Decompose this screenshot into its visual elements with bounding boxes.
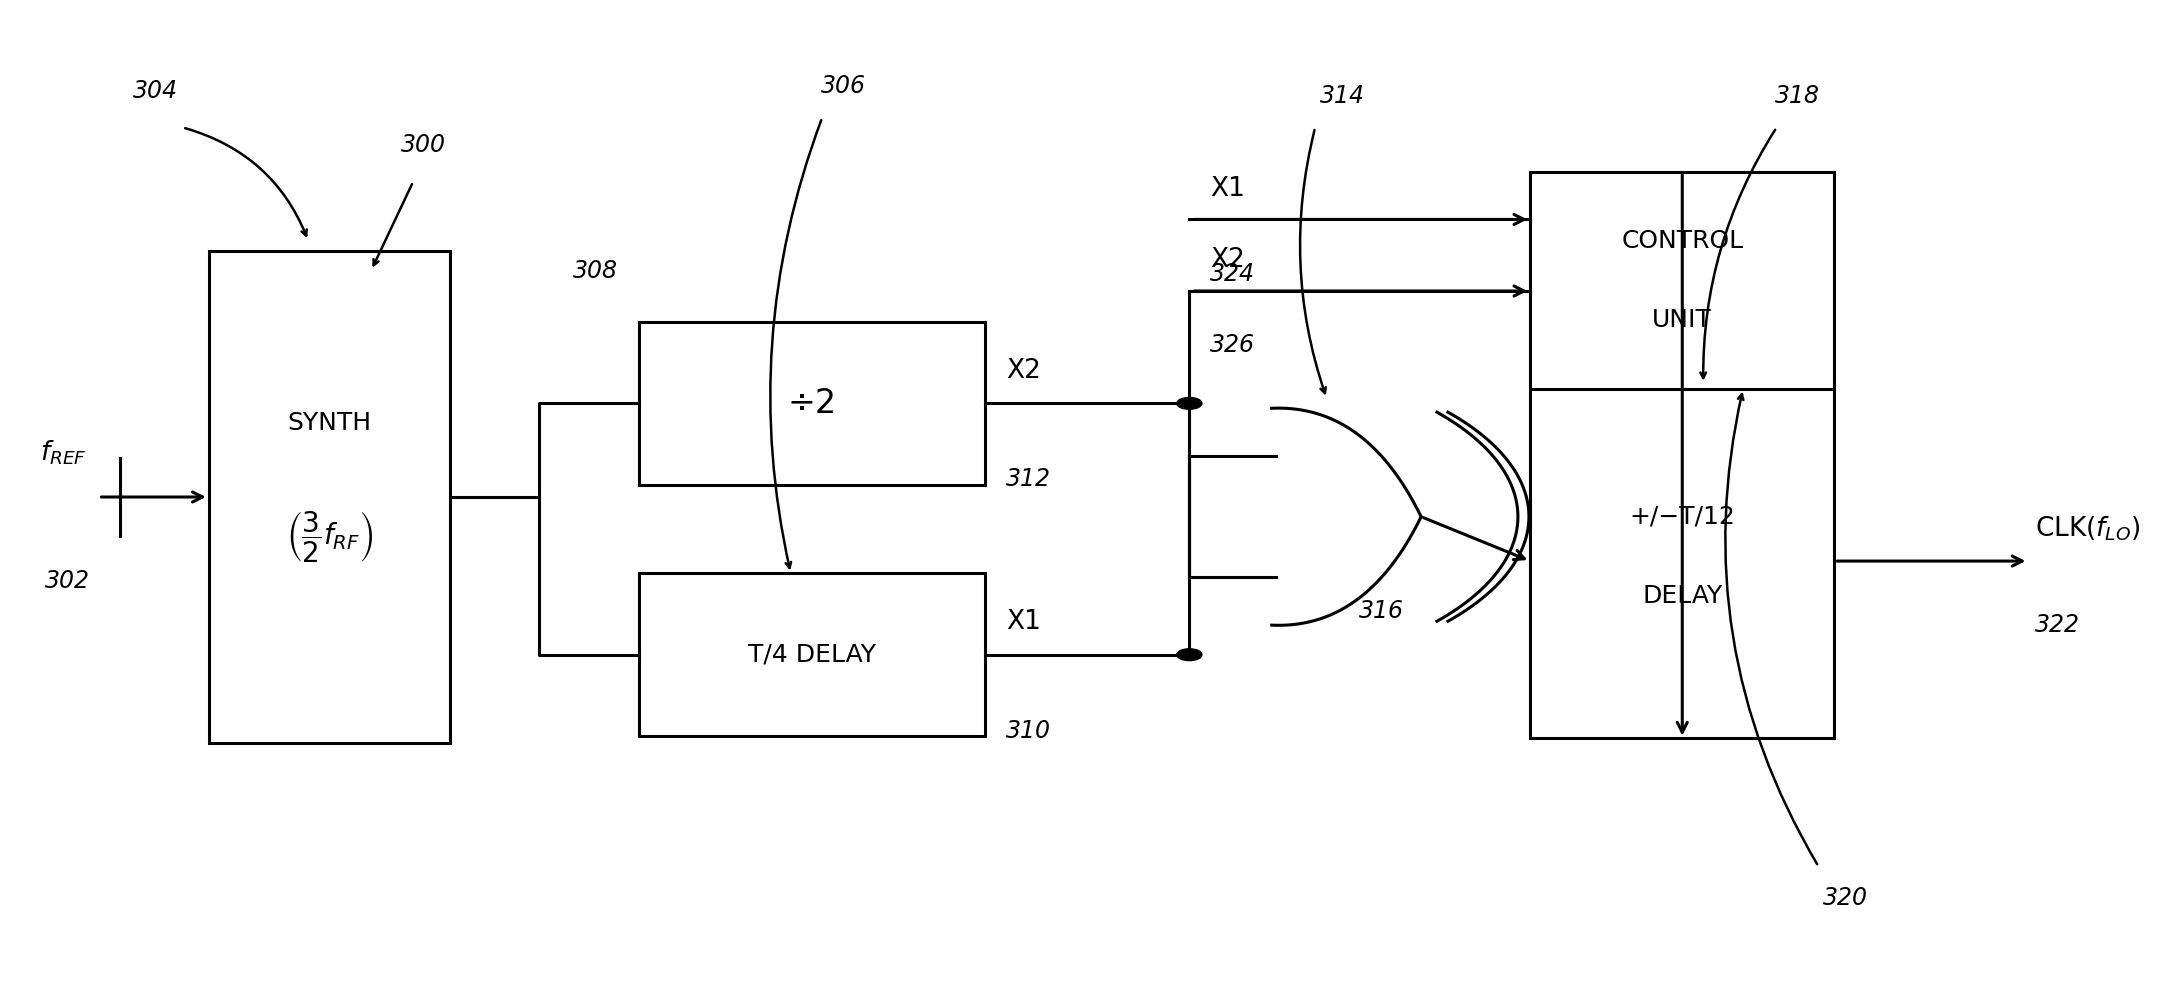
Text: 306: 306 (820, 74, 865, 97)
Bar (639, 322, 984, 485)
Text: CONTROL: CONTROL (1621, 229, 1744, 252)
Text: T/4 DELAY: T/4 DELAY (749, 643, 876, 667)
Text: X2: X2 (1006, 358, 1040, 384)
Text: 312: 312 (1006, 467, 1051, 491)
Text: 302: 302 (45, 569, 91, 592)
Bar (1530, 384, 1834, 739)
Text: 324: 324 (1211, 261, 1256, 285)
Circle shape (1176, 649, 1202, 661)
Text: +/−T/12: +/−T/12 (1629, 505, 1735, 529)
Text: 310: 310 (1006, 719, 1051, 743)
Text: 318: 318 (1776, 83, 1819, 107)
Text: 322: 322 (2035, 613, 2080, 637)
Text: X1: X1 (1006, 609, 1040, 635)
Text: ÷2: ÷2 (788, 387, 837, 419)
Text: CLK$(f_{LO})$: CLK$(f_{LO})$ (2035, 515, 2141, 544)
Circle shape (1176, 398, 1202, 410)
Bar (209, 250, 449, 744)
Text: X2: X2 (1211, 248, 1245, 273)
Text: 300: 300 (401, 133, 447, 157)
Text: 314: 314 (1321, 83, 1366, 107)
Text: 308: 308 (572, 258, 617, 282)
Text: $f_{REF}$: $f_{REF}$ (39, 439, 86, 467)
Bar (639, 574, 984, 736)
Text: X1: X1 (1211, 176, 1245, 202)
Text: 320: 320 (1824, 887, 1869, 911)
Text: UNIT: UNIT (1653, 307, 1711, 332)
Text: 304: 304 (132, 79, 177, 102)
Text: $\left(\dfrac{3}{2}f_{RF}\right)$: $\left(\dfrac{3}{2}f_{RF}\right)$ (285, 509, 373, 564)
Text: 326: 326 (1211, 333, 1256, 357)
Text: DELAY: DELAY (1642, 583, 1722, 607)
Text: SYNTH: SYNTH (287, 412, 371, 435)
Text: 316: 316 (1360, 599, 1405, 623)
Bar (1530, 172, 1834, 389)
